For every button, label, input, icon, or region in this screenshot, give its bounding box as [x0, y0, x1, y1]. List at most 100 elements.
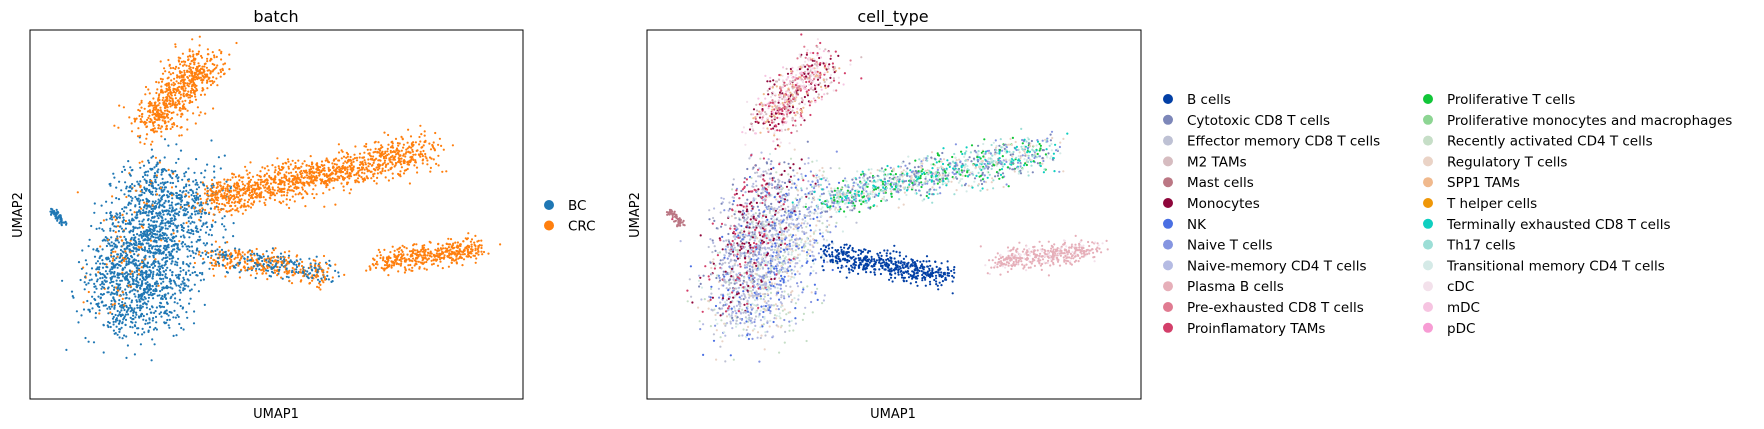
point-bc [265, 250, 268, 253]
point-crc [177, 67, 180, 70]
point-bc [173, 309, 176, 312]
point-crc [302, 275, 305, 278]
point-bc [115, 197, 118, 200]
point-bc [109, 184, 112, 187]
point-crc [119, 235, 122, 239]
point-crc [255, 247, 258, 251]
point-bc [209, 228, 212, 231]
point-crc [317, 264, 320, 267]
point-crc [219, 250, 222, 253]
point-crc [194, 98, 198, 101]
point-recently-activated-cd4-t-cells [801, 177, 804, 180]
point-crc [234, 189, 237, 192]
point-bc [128, 222, 131, 225]
point-bc [155, 212, 158, 215]
point-bc [147, 242, 150, 245]
point-bc [52, 210, 55, 213]
point-crc [226, 178, 229, 181]
point-crc [280, 187, 284, 190]
point-bc [123, 334, 126, 337]
point-crc [262, 267, 265, 270]
point-crc [187, 96, 190, 99]
point-bc [147, 226, 150, 229]
point-crc [375, 166, 378, 169]
point-bc [203, 303, 206, 306]
point-crc [378, 251, 381, 254]
point-crc [192, 61, 195, 64]
point-bc [183, 212, 186, 215]
point-crc [181, 78, 185, 81]
point-crc [241, 194, 244, 197]
point-bc [61, 279, 64, 282]
point-crc [408, 182, 411, 185]
point-bc [128, 219, 131, 222]
point-bc [115, 225, 118, 228]
point-crc [391, 146, 394, 149]
point-bc [95, 287, 98, 290]
point-crc [316, 285, 319, 288]
point-crc [312, 175, 315, 178]
point-crc [474, 252, 478, 255]
point-bc [121, 313, 124, 317]
point-bc [159, 277, 162, 280]
point-bc [280, 263, 283, 267]
point-bc [318, 280, 321, 283]
point-crc [212, 213, 215, 216]
point-crc [212, 68, 215, 72]
point-crc [443, 254, 446, 257]
point-crc [383, 131, 386, 134]
point-crc [290, 171, 293, 174]
point-crc [418, 253, 422, 256]
point-crc [178, 85, 181, 88]
point-crc [305, 164, 308, 167]
point-crc [123, 259, 126, 263]
point-bc [188, 289, 192, 292]
point-bc [254, 276, 257, 280]
point-crc [308, 168, 311, 171]
point-bc [122, 251, 125, 254]
point-bc [101, 262, 105, 265]
point-bc [184, 171, 188, 174]
point-bc [119, 214, 122, 217]
point-bc [91, 295, 94, 298]
point-crc [461, 264, 464, 267]
point-crc [219, 68, 222, 71]
point-bc [170, 217, 173, 220]
point-crc [226, 210, 229, 213]
point-bc [150, 231, 153, 234]
point-crc [422, 144, 425, 147]
point-crc [396, 152, 399, 155]
point-effector-memory-cd8-t-cells [747, 314, 750, 317]
point-crc [375, 157, 378, 160]
point-bc [148, 308, 151, 311]
point-bc [124, 318, 128, 321]
point-crc [182, 103, 185, 106]
point-bc [188, 249, 191, 252]
point-bc [308, 272, 311, 275]
point-regulatory-t-cells [809, 249, 812, 252]
point-crc [206, 79, 209, 82]
point-crc [249, 274, 252, 277]
point-crc [190, 95, 193, 98]
point-bc [153, 220, 156, 223]
point-crc [149, 143, 153, 146]
point-crc [436, 255, 439, 258]
point-bc [112, 292, 115, 295]
point-bc [118, 256, 121, 259]
point-crc [179, 109, 182, 112]
point-bc [143, 186, 146, 189]
point-bc [166, 266, 169, 269]
point-crc [210, 197, 213, 200]
point-bc [123, 206, 126, 209]
batch-xlabel: UMAP1 [253, 407, 299, 422]
point-bc [93, 255, 97, 258]
point-bc [158, 194, 161, 197]
point-crc [411, 266, 414, 269]
point-crc [219, 70, 223, 74]
point-bc [137, 327, 140, 330]
point-bc [204, 244, 207, 247]
point-bc [127, 190, 130, 193]
point-bc [158, 206, 161, 209]
point-bc [190, 245, 194, 248]
point-crc [418, 266, 421, 269]
